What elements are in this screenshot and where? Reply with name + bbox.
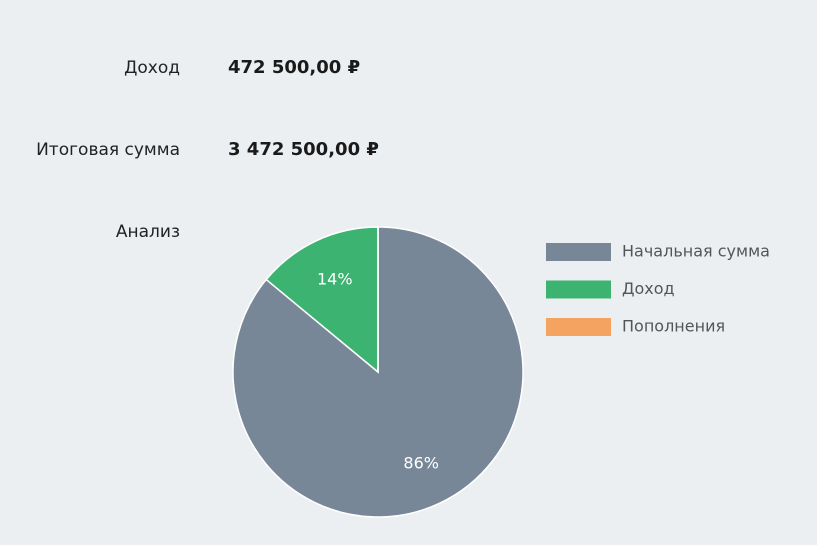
pie-slice — [265, 226, 379, 374]
legend-label: Пополнения — [622, 317, 725, 336]
row-value: 3 472 500,00 ₽ — [228, 139, 379, 160]
legend-label: Начальная сумма — [622, 242, 770, 261]
row-label: Итоговая сумма — [36, 140, 180, 160]
legend-label: Доход — [622, 279, 675, 298]
slice-label: 14% — [317, 270, 353, 289]
legend-swatch — [546, 243, 611, 261]
row-label: Доход — [124, 58, 180, 78]
slice-label: 86% — [403, 453, 439, 472]
legend-swatch — [546, 318, 611, 336]
row-value: 472 500,00 ₽ — [228, 57, 360, 78]
analysis-label: Анализ — [116, 222, 180, 242]
legend-swatch — [546, 280, 611, 299]
